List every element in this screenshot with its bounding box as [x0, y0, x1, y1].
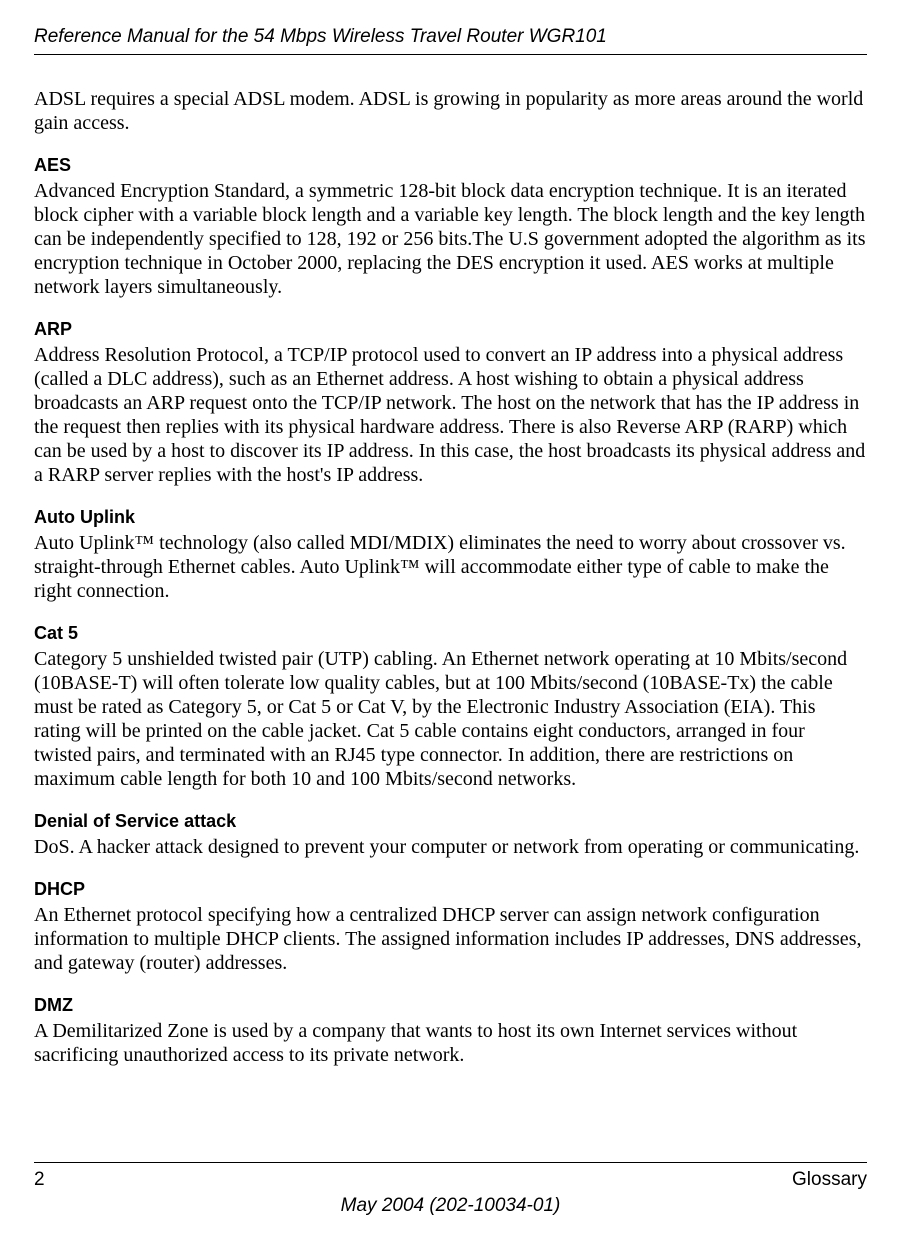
term: ARP	[34, 319, 867, 340]
term: DMZ	[34, 995, 867, 1016]
definition: Address Resolution Protocol, a TCP/IP pr…	[34, 343, 867, 487]
glossary-entries: AES Advanced Encryption Standard, a symm…	[34, 155, 867, 1067]
footer-date: May 2004 (202-10034-01)	[34, 1195, 867, 1217]
header-rule	[34, 54, 867, 55]
term: AES	[34, 155, 867, 176]
definition: DoS. A hacker attack designed to prevent…	[34, 835, 867, 859]
page: Reference Manual for the 54 Mbps Wireles…	[0, 0, 901, 1247]
term: DHCP	[34, 879, 867, 900]
definition: Auto Uplink™ technology (also called MDI…	[34, 531, 867, 603]
definition: Category 5 unshielded twisted pair (UTP)…	[34, 647, 867, 791]
definition: A Demilitarized Zone is used by a compan…	[34, 1019, 867, 1067]
term: Denial of Service attack	[34, 811, 867, 832]
definition: Advanced Encryption Standard, a symmetri…	[34, 179, 867, 299]
definition: An Ethernet protocol specifying how a ce…	[34, 903, 867, 975]
term: Cat 5	[34, 623, 867, 644]
footer-rule	[34, 1162, 867, 1163]
running-header: Reference Manual for the 54 Mbps Wireles…	[34, 26, 867, 48]
footer-row: 2 Glossary	[34, 1169, 867, 1191]
term: Auto Uplink	[34, 507, 867, 528]
page-number: 2	[34, 1169, 45, 1191]
footer: 2 Glossary May 2004 (202-10034-01)	[34, 1162, 867, 1217]
intro-paragraph: ADSL requires a special ADSL modem. ADSL…	[34, 87, 867, 135]
section-label: Glossary	[792, 1169, 867, 1191]
